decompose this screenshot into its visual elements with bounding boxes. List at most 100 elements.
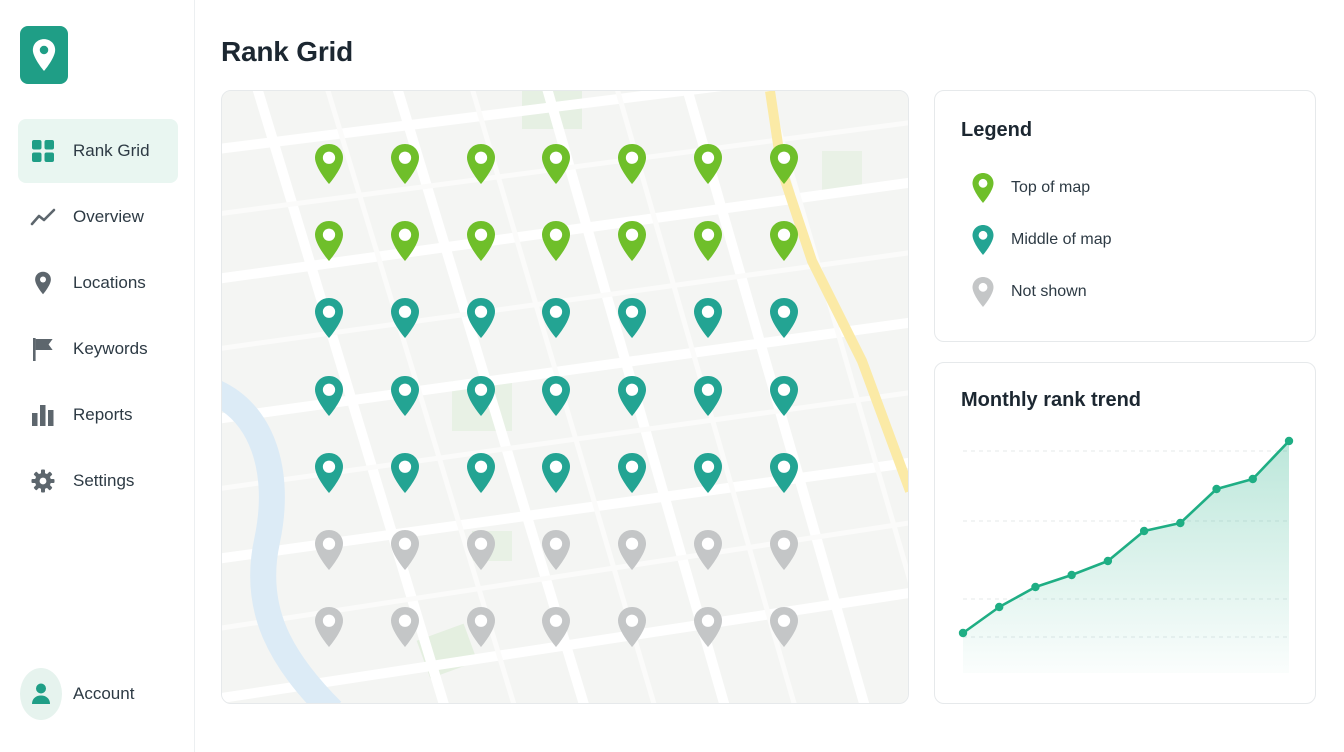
grid-pin-middle-r5c3[interactable] bbox=[465, 450, 497, 496]
legend-item-middle: Middle of map bbox=[971, 223, 1112, 257]
trend-point-1[interactable] bbox=[958, 628, 968, 638]
grid-pin-top-r1c5[interactable] bbox=[616, 141, 648, 187]
grid-pin-middle-r3c6[interactable] bbox=[692, 295, 724, 341]
grid-pin-top-r2c4[interactable] bbox=[540, 218, 572, 264]
grid-pin-top-r1c4[interactable] bbox=[540, 141, 572, 187]
account-button[interactable]: Account bbox=[20, 668, 134, 720]
avatar bbox=[20, 668, 62, 720]
map-pin-icon bbox=[972, 225, 994, 255]
grid-pin-top-r2c3[interactable] bbox=[465, 218, 497, 264]
page-title: Rank Grid bbox=[221, 36, 354, 67]
trend-chart bbox=[958, 436, 1294, 673]
trend-point-3[interactable] bbox=[1031, 582, 1040, 592]
sidebar-item-overview[interactable]: Overview bbox=[18, 185, 178, 249]
sidebar-item-label: Overview bbox=[73, 207, 144, 226]
map-pin-icon bbox=[972, 277, 994, 307]
grid-pin-top-r1c6[interactable] bbox=[692, 141, 724, 187]
legend-label: Not shown bbox=[1011, 283, 1087, 300]
trend-point-7[interactable] bbox=[1176, 518, 1185, 528]
grid-pin-middle-r3c3[interactable] bbox=[465, 295, 497, 341]
trend-point-5[interactable] bbox=[1103, 556, 1113, 566]
app-logo[interactable] bbox=[20, 26, 68, 84]
sidebar-item-keywords[interactable]: Keywords bbox=[18, 317, 178, 381]
grid-pin-middle-r3c5[interactable] bbox=[616, 295, 648, 341]
grid-pin-middle-r4c4[interactable] bbox=[540, 373, 572, 419]
sidebar-item-reports[interactable]: Reports bbox=[18, 383, 178, 447]
sidebar-item-label: Settings bbox=[73, 471, 135, 490]
grid-pin-none-r6c5[interactable] bbox=[616, 527, 648, 573]
trend-line-icon bbox=[30, 204, 56, 230]
legend-label: Middle of map bbox=[1011, 231, 1112, 248]
grid-pin-none-r7c1[interactable] bbox=[313, 604, 345, 650]
grid-pin-top-r1c7[interactable] bbox=[768, 141, 800, 187]
grid-pin-none-r6c3[interactable] bbox=[465, 527, 497, 573]
sidebar-item-label: Keywords bbox=[73, 339, 148, 358]
grid-pin-middle-r4c3[interactable] bbox=[465, 373, 497, 419]
trend-point-2[interactable] bbox=[995, 602, 1004, 612]
grid-pin-none-r7c2[interactable] bbox=[389, 604, 421, 650]
grid-pin-top-r2c5[interactable] bbox=[616, 218, 648, 264]
grid-pin-none-r6c1[interactable] bbox=[313, 527, 345, 573]
trend-point-8[interactable] bbox=[1212, 484, 1221, 494]
grid-pin-top-r2c2[interactable] bbox=[389, 218, 421, 264]
bar-chart-icon bbox=[30, 402, 56, 428]
trend-point-6[interactable] bbox=[1139, 526, 1149, 536]
trend-area bbox=[963, 441, 1289, 673]
user-icon bbox=[32, 683, 50, 704]
grid-pin-top-r2c7[interactable] bbox=[768, 218, 800, 264]
trend-line bbox=[962, 440, 1290, 635]
grid-pin-middle-r4c7[interactable] bbox=[768, 373, 800, 419]
grid-pin-none-r7c7[interactable] bbox=[768, 604, 800, 650]
grid-pin-middle-r5c4[interactable] bbox=[540, 450, 572, 496]
sidebar-item-locations[interactable]: Locations bbox=[18, 251, 178, 315]
grid-icon bbox=[30, 138, 56, 164]
sidebar-item-settings[interactable]: Settings bbox=[18, 449, 178, 513]
map-pin-icon bbox=[32, 39, 56, 71]
grid-pin-middle-r4c2[interactable] bbox=[389, 373, 421, 419]
trend-point-9[interactable] bbox=[1248, 474, 1257, 484]
grid-pin-middle-r5c7[interactable] bbox=[768, 450, 800, 496]
rank-grid-map[interactable] bbox=[221, 90, 909, 704]
flag-icon bbox=[30, 336, 56, 362]
account-label: Account bbox=[73, 684, 135, 703]
grid-pin-none-r6c7[interactable] bbox=[768, 527, 800, 573]
sidebar-item-rank-grid[interactable]: Rank Grid bbox=[18, 119, 178, 183]
grid-pin-middle-r5c2[interactable] bbox=[389, 450, 421, 496]
grid-pin-middle-r3c1[interactable] bbox=[313, 295, 345, 341]
grid-pin-middle-r5c5[interactable] bbox=[616, 450, 648, 496]
grid-pin-middle-r4c5[interactable] bbox=[616, 373, 648, 419]
location-pin-icon bbox=[30, 270, 56, 296]
grid-pin-middle-r5c6[interactable] bbox=[692, 450, 724, 496]
grid-pin-top-r1c1[interactable] bbox=[313, 141, 345, 187]
legend-title: Legend bbox=[961, 119, 1033, 141]
sidebar-item-label: Rank Grid bbox=[73, 141, 150, 160]
legend-label: Top of map bbox=[1011, 179, 1091, 196]
trend-card: Monthly rank trend bbox=[934, 362, 1316, 704]
grid-pin-none-r6c4[interactable] bbox=[540, 527, 572, 573]
trend-title: Monthly rank trend bbox=[961, 389, 1142, 411]
grid-pin-middle-r3c7[interactable] bbox=[768, 295, 800, 341]
grid-pin-none-r7c6[interactable] bbox=[692, 604, 724, 650]
grid-pin-top-r2c1[interactable] bbox=[313, 218, 345, 264]
trend-point-10[interactable] bbox=[1284, 436, 1294, 446]
legend-card: Legend Top of map Middle of map Not show… bbox=[934, 90, 1316, 342]
pin-grid bbox=[222, 91, 908, 703]
grid-pin-middle-r5c1[interactable] bbox=[313, 450, 345, 496]
grid-pin-middle-r4c1[interactable] bbox=[313, 373, 345, 419]
grid-pin-none-r6c6[interactable] bbox=[692, 527, 724, 573]
grid-pin-top-r2c6[interactable] bbox=[692, 218, 724, 264]
sidebar: Rank Grid Overview Locations Keywords Re… bbox=[0, 0, 195, 752]
trend-point-4[interactable] bbox=[1067, 570, 1076, 580]
grid-pin-none-r7c5[interactable] bbox=[616, 604, 648, 650]
grid-pin-none-r7c3[interactable] bbox=[465, 604, 497, 650]
grid-pin-none-r6c2[interactable] bbox=[389, 527, 421, 573]
grid-pin-top-r1c2[interactable] bbox=[389, 141, 421, 187]
grid-pin-middle-r4c6[interactable] bbox=[692, 373, 724, 419]
sidebar-item-label: Reports bbox=[73, 405, 133, 424]
grid-pin-top-r1c3[interactable] bbox=[465, 141, 497, 187]
grid-pin-middle-r3c2[interactable] bbox=[389, 295, 421, 341]
grid-pin-none-r7c4[interactable] bbox=[540, 604, 572, 650]
legend-item-not-shown: Not shown bbox=[971, 275, 1087, 309]
grid-pin-middle-r3c4[interactable] bbox=[540, 295, 572, 341]
legend-item-top: Top of map bbox=[971, 171, 1090, 205]
